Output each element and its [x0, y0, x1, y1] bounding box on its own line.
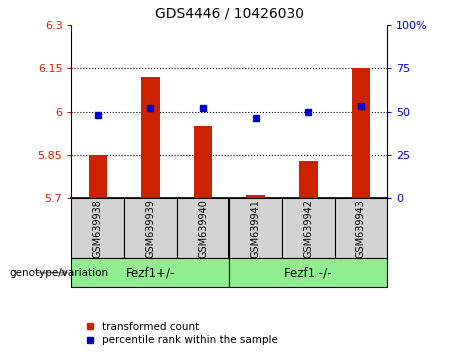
- Title: GDS4446 / 10426030: GDS4446 / 10426030: [155, 7, 304, 21]
- Text: GSM639940: GSM639940: [198, 199, 208, 258]
- Text: GSM639941: GSM639941: [251, 199, 260, 258]
- Bar: [71, 198, 124, 258]
- Bar: [194, 126, 212, 198]
- Text: genotype/variation: genotype/variation: [9, 268, 108, 278]
- Bar: [229, 258, 387, 287]
- Bar: [282, 198, 335, 258]
- Bar: [335, 198, 387, 258]
- Text: GSM639943: GSM639943: [356, 199, 366, 258]
- Text: Fezf1+/-: Fezf1+/-: [126, 266, 175, 279]
- Bar: [141, 77, 160, 198]
- Text: GSM639942: GSM639942: [303, 199, 313, 258]
- Text: GSM639939: GSM639939: [145, 199, 155, 258]
- Bar: [71, 258, 230, 287]
- Legend: transformed count, percentile rank within the sample: transformed count, percentile rank withi…: [86, 322, 278, 345]
- Bar: [352, 68, 370, 198]
- Text: GSM639938: GSM639938: [93, 199, 103, 258]
- Bar: [124, 198, 177, 258]
- Bar: [89, 155, 107, 198]
- Bar: [177, 198, 229, 258]
- Bar: [247, 195, 265, 198]
- Bar: [299, 161, 318, 198]
- Bar: [229, 198, 282, 258]
- Text: Fezf1 -/-: Fezf1 -/-: [284, 266, 332, 279]
